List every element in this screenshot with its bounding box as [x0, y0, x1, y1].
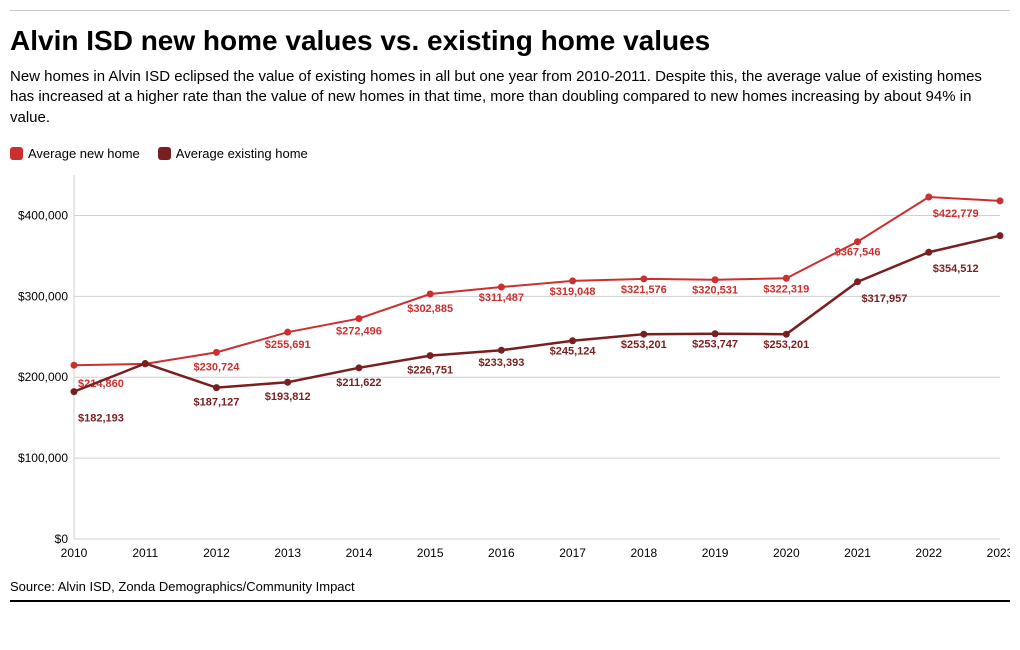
svg-text:$322,319: $322,319 [763, 283, 809, 295]
svg-text:$200,000: $200,000 [18, 370, 68, 384]
chart-subtitle: New homes in Alvin ISD eclipsed the valu… [10, 67, 1010, 128]
svg-text:$253,747: $253,747 [692, 338, 738, 350]
svg-text:2022: 2022 [915, 546, 942, 560]
source-text: Source: Alvin ISD, Zonda Demographics/Co… [10, 579, 1010, 594]
svg-text:$321,576: $321,576 [621, 284, 667, 296]
svg-text:2020: 2020 [773, 546, 800, 560]
legend: Average new home Average existing home [10, 146, 1010, 161]
line-chart: $0 $100,000 $200,000 $300,000 $400,000 2010 20… [10, 167, 1010, 567]
svg-text:2012: 2012 [203, 546, 230, 560]
svg-text:$255,691: $255,691 [265, 339, 311, 351]
svg-text:$253,201: $253,201 [763, 339, 809, 351]
svg-text:2018: 2018 [630, 546, 657, 560]
svg-text:$0: $0 [55, 532, 69, 546]
svg-text:2021: 2021 [844, 546, 871, 560]
svg-text:$367,546: $367,546 [835, 246, 881, 258]
svg-text:$354,512: $354,512 [933, 263, 979, 275]
svg-text:2011: 2011 [132, 546, 158, 560]
svg-text:$211,622: $211,622 [336, 377, 381, 389]
legend-swatch-icon [158, 147, 171, 160]
svg-text:2019: 2019 [702, 546, 729, 560]
svg-text:$193,812: $193,812 [265, 391, 311, 403]
svg-text:$230,724: $230,724 [194, 361, 241, 373]
legend-label: Average existing home [176, 146, 308, 161]
svg-text:2010: 2010 [61, 546, 88, 560]
legend-label: Average new home [28, 146, 140, 161]
svg-text:2013: 2013 [274, 546, 301, 560]
svg-text:$187,127: $187,127 [194, 396, 240, 408]
svg-text:$245,124: $245,124 [550, 345, 597, 357]
legend-item-existing-home: Average existing home [158, 146, 308, 161]
svg-text:$400,000: $400,000 [18, 208, 68, 222]
svg-text:$300,000: $300,000 [18, 289, 68, 303]
svg-text:$272,496: $272,496 [336, 325, 382, 337]
svg-text:$226,751: $226,751 [407, 364, 453, 376]
svg-text:2015: 2015 [417, 546, 444, 560]
svg-text:2017: 2017 [559, 546, 586, 560]
svg-text:$233,393: $233,393 [478, 357, 524, 369]
svg-text:$100,000: $100,000 [18, 451, 68, 465]
svg-text:$182,193: $182,193 [78, 412, 124, 424]
svg-text:$319,048: $319,048 [550, 286, 596, 298]
chart-title: Alvin ISD new home values vs. existing h… [10, 25, 1010, 57]
svg-text:$253,201: $253,201 [621, 339, 667, 351]
svg-text:2016: 2016 [488, 546, 515, 560]
svg-text:$317,957: $317,957 [862, 293, 908, 305]
chart-card: Alvin ISD new home values vs. existing h… [10, 10, 1010, 602]
svg-text:$311,487: $311,487 [479, 292, 524, 304]
svg-text:$422,779: $422,779 [933, 208, 979, 220]
svg-text:$302,885: $302,885 [407, 303, 453, 315]
svg-text:2014: 2014 [346, 546, 373, 560]
legend-item-new-home: Average new home [10, 146, 140, 161]
svg-text:2023: 2023 [987, 546, 1010, 560]
svg-text:$320,531: $320,531 [692, 284, 738, 296]
legend-swatch-icon [10, 147, 23, 160]
